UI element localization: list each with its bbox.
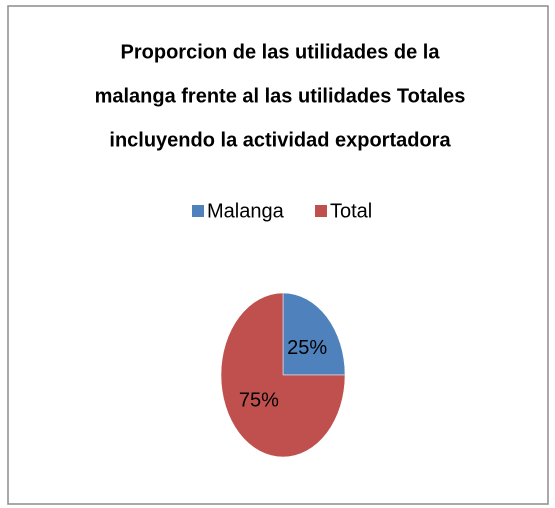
legend-swatch <box>315 205 327 217</box>
chart-title: Proporcion de las utilidades de la <box>121 41 441 63</box>
data-label: 25% <box>287 337 327 359</box>
chart-title: incluyendo la actividad exportadora <box>109 129 451 151</box>
pie-slice <box>220 292 346 458</box>
data-label: 75% <box>239 389 279 411</box>
legend-swatch <box>192 205 204 217</box>
pie-slice <box>282 292 346 376</box>
legend-label: Malanga <box>207 200 285 222</box>
chart-title: malanga frente al las utilidades Totales <box>95 85 466 107</box>
legend-label: Total <box>330 200 372 222</box>
